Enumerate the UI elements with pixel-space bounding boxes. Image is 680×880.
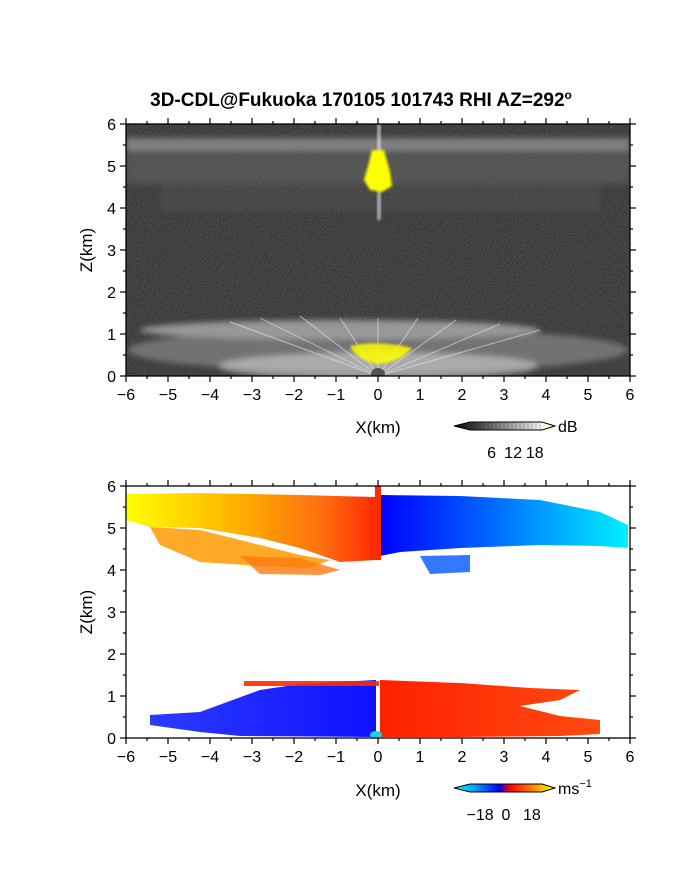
x-tick-label: 5 bbox=[584, 387, 593, 404]
velocity-image bbox=[126, 486, 630, 738]
x-tick-label: 6 bbox=[626, 387, 635, 404]
x-tick-label: 1 bbox=[416, 749, 425, 766]
upper-zenith-strip bbox=[375, 486, 381, 560]
lower-layer-top-edge bbox=[244, 681, 379, 686]
y-tick-label: 1 bbox=[107, 689, 116, 706]
x-tick-label: 0 bbox=[374, 387, 383, 404]
x-axis-label: X(km) bbox=[355, 781, 400, 800]
colorbar-bar bbox=[453, 783, 557, 793]
y-tick-label: 4 bbox=[107, 201, 116, 218]
title-text: 3D-CDL@Fukuoka 170105 101743 RHI AZ=292 bbox=[150, 90, 564, 111]
radar-site bbox=[371, 368, 385, 376]
panel-velocity: −6 −5 −4 −3 −2 −1 0 1 2 3 4 5 6 0 1 2 3 4 5 6 X(km) Z(km) m… bbox=[77, 479, 636, 824]
strong-echo-upper bbox=[364, 150, 392, 192]
x-tick-label: 5 bbox=[584, 749, 593, 766]
y-tick-label: 0 bbox=[107, 369, 116, 386]
y-tick-label: 2 bbox=[107, 647, 116, 664]
upper-east-region bbox=[380, 495, 628, 556]
x-tick-label: −3 bbox=[243, 749, 261, 766]
colorbar-bar bbox=[453, 421, 557, 431]
y-tick-label: 3 bbox=[107, 605, 116, 622]
colorbar-tick-label: 6 bbox=[487, 445, 496, 462]
y-tick-label: 3 bbox=[107, 243, 116, 260]
lower-east-region bbox=[380, 680, 600, 737]
colorbar-unit: ms−1 bbox=[558, 778, 592, 798]
x-tick-label: −4 bbox=[201, 387, 219, 404]
x-tick-label: −5 bbox=[159, 749, 177, 766]
y-tick-label: 5 bbox=[107, 521, 116, 538]
x-tick-label: 3 bbox=[500, 387, 509, 404]
x-tick-label: 6 bbox=[626, 749, 635, 766]
x-axis-label: X(km) bbox=[355, 418, 400, 437]
colorbar-tick-label: 0 bbox=[502, 807, 511, 824]
colorbar-tick-label: −18 bbox=[467, 807, 494, 824]
x-tick-label: 1 bbox=[416, 387, 425, 404]
y-tick-label: 1 bbox=[107, 327, 116, 344]
colorbar-tick-label: 18 bbox=[526, 445, 544, 462]
upper-west-region bbox=[240, 556, 340, 575]
reflectivity-image bbox=[126, 124, 630, 376]
y-tick-label: 6 bbox=[107, 117, 116, 134]
upper-east-region bbox=[420, 555, 470, 574]
x-tick-label: 4 bbox=[542, 749, 551, 766]
chart-title: 3D-CDL@Fukuoka 170105 101743 RHI AZ=292o bbox=[150, 88, 572, 111]
strong-echo-lower bbox=[350, 343, 412, 364]
near-site-echo bbox=[370, 731, 382, 738]
colorbar-tick-label: 18 bbox=[523, 807, 541, 824]
lower-layer-rays bbox=[229, 315, 541, 376]
x-tick-label: −2 bbox=[285, 387, 303, 404]
colorbar-reflectivity: dB 6 12 18 bbox=[453, 419, 578, 462]
colorbar-unit: dB bbox=[558, 419, 578, 436]
x-tick-label: 2 bbox=[458, 749, 467, 766]
x-tick-label: −6 bbox=[117, 749, 135, 766]
x-tick-label: 4 bbox=[542, 387, 551, 404]
upper-west-region bbox=[126, 493, 376, 562]
y-axis-label: Z(km) bbox=[77, 590, 96, 634]
x-tick-label: 3 bbox=[500, 749, 509, 766]
y-tick-label: 4 bbox=[107, 563, 116, 580]
y-axis-label: Z(km) bbox=[77, 228, 96, 272]
x-tick-label: 0 bbox=[374, 749, 383, 766]
y-tick-label: 0 bbox=[107, 731, 116, 748]
y-tick-label: 2 bbox=[107, 285, 116, 302]
y-tick-label: 5 bbox=[107, 159, 116, 176]
x-tick-label: 2 bbox=[458, 387, 467, 404]
colorbar-tick-label: 12 bbox=[504, 445, 522, 462]
title-degree-sign: o bbox=[565, 88, 572, 102]
y-tick-label: 6 bbox=[107, 479, 116, 496]
x-tick-label: −2 bbox=[285, 749, 303, 766]
x-tick-label: −1 bbox=[327, 387, 345, 404]
x-tick-label: −5 bbox=[159, 387, 177, 404]
lower-west-region bbox=[150, 680, 376, 737]
x-tick-label: −1 bbox=[327, 749, 345, 766]
x-tick-label: −6 bbox=[117, 387, 135, 404]
colorbar-velocity: ms−1 −18 0 18 bbox=[453, 778, 592, 824]
x-tick-label: −4 bbox=[201, 749, 219, 766]
x-tick-label: −3 bbox=[243, 387, 261, 404]
